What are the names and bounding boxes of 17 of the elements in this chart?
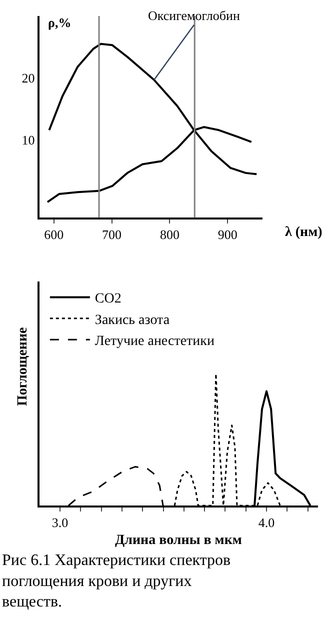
text: Рис 6.1 Характеристики спектров поглощения крови и других веществ. [2,552,232,611]
legend-label: Закись азота [94,312,170,328]
x-tick-label: 900 [218,227,238,242]
y-axis-title: Поглощение [16,327,31,406]
x-tick-label: 4.0 [258,515,275,530]
x-tick-label: 800 [160,227,180,242]
y-tick-label: 20 [22,70,35,86]
legend-label: CO2 [94,292,122,307]
x-tick-label: 3.0 [52,515,68,530]
legend-label: Летучие анестетики [94,334,215,350]
x-axis-title: Длина волны в мкм [115,533,242,548]
y-tick-label: 10 [22,132,35,148]
x-tick-label: 700 [102,227,122,242]
x-axis-title: λ (нм) [285,225,323,240]
annotation: Оксигемоглобин [148,8,240,23]
x-tick-label: 600 [44,227,64,242]
y-axis-title: ρ,% [48,15,72,30]
